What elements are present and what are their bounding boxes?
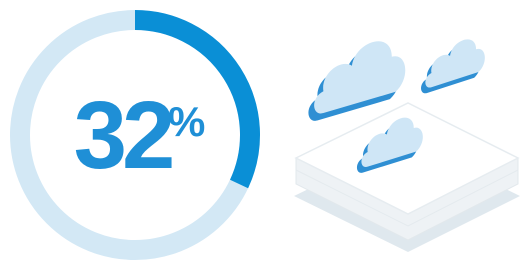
- unit-label: %: [168, 98, 205, 145]
- chart: 32 %: [0, 0, 522, 264]
- cloud: [308, 32, 405, 123]
- cloud: [421, 33, 485, 95]
- illustration: [294, 32, 520, 252]
- value-label: 32: [74, 82, 172, 189]
- page: 32 % (() => { const data = JSON.parse(do…: [0, 0, 522, 264]
